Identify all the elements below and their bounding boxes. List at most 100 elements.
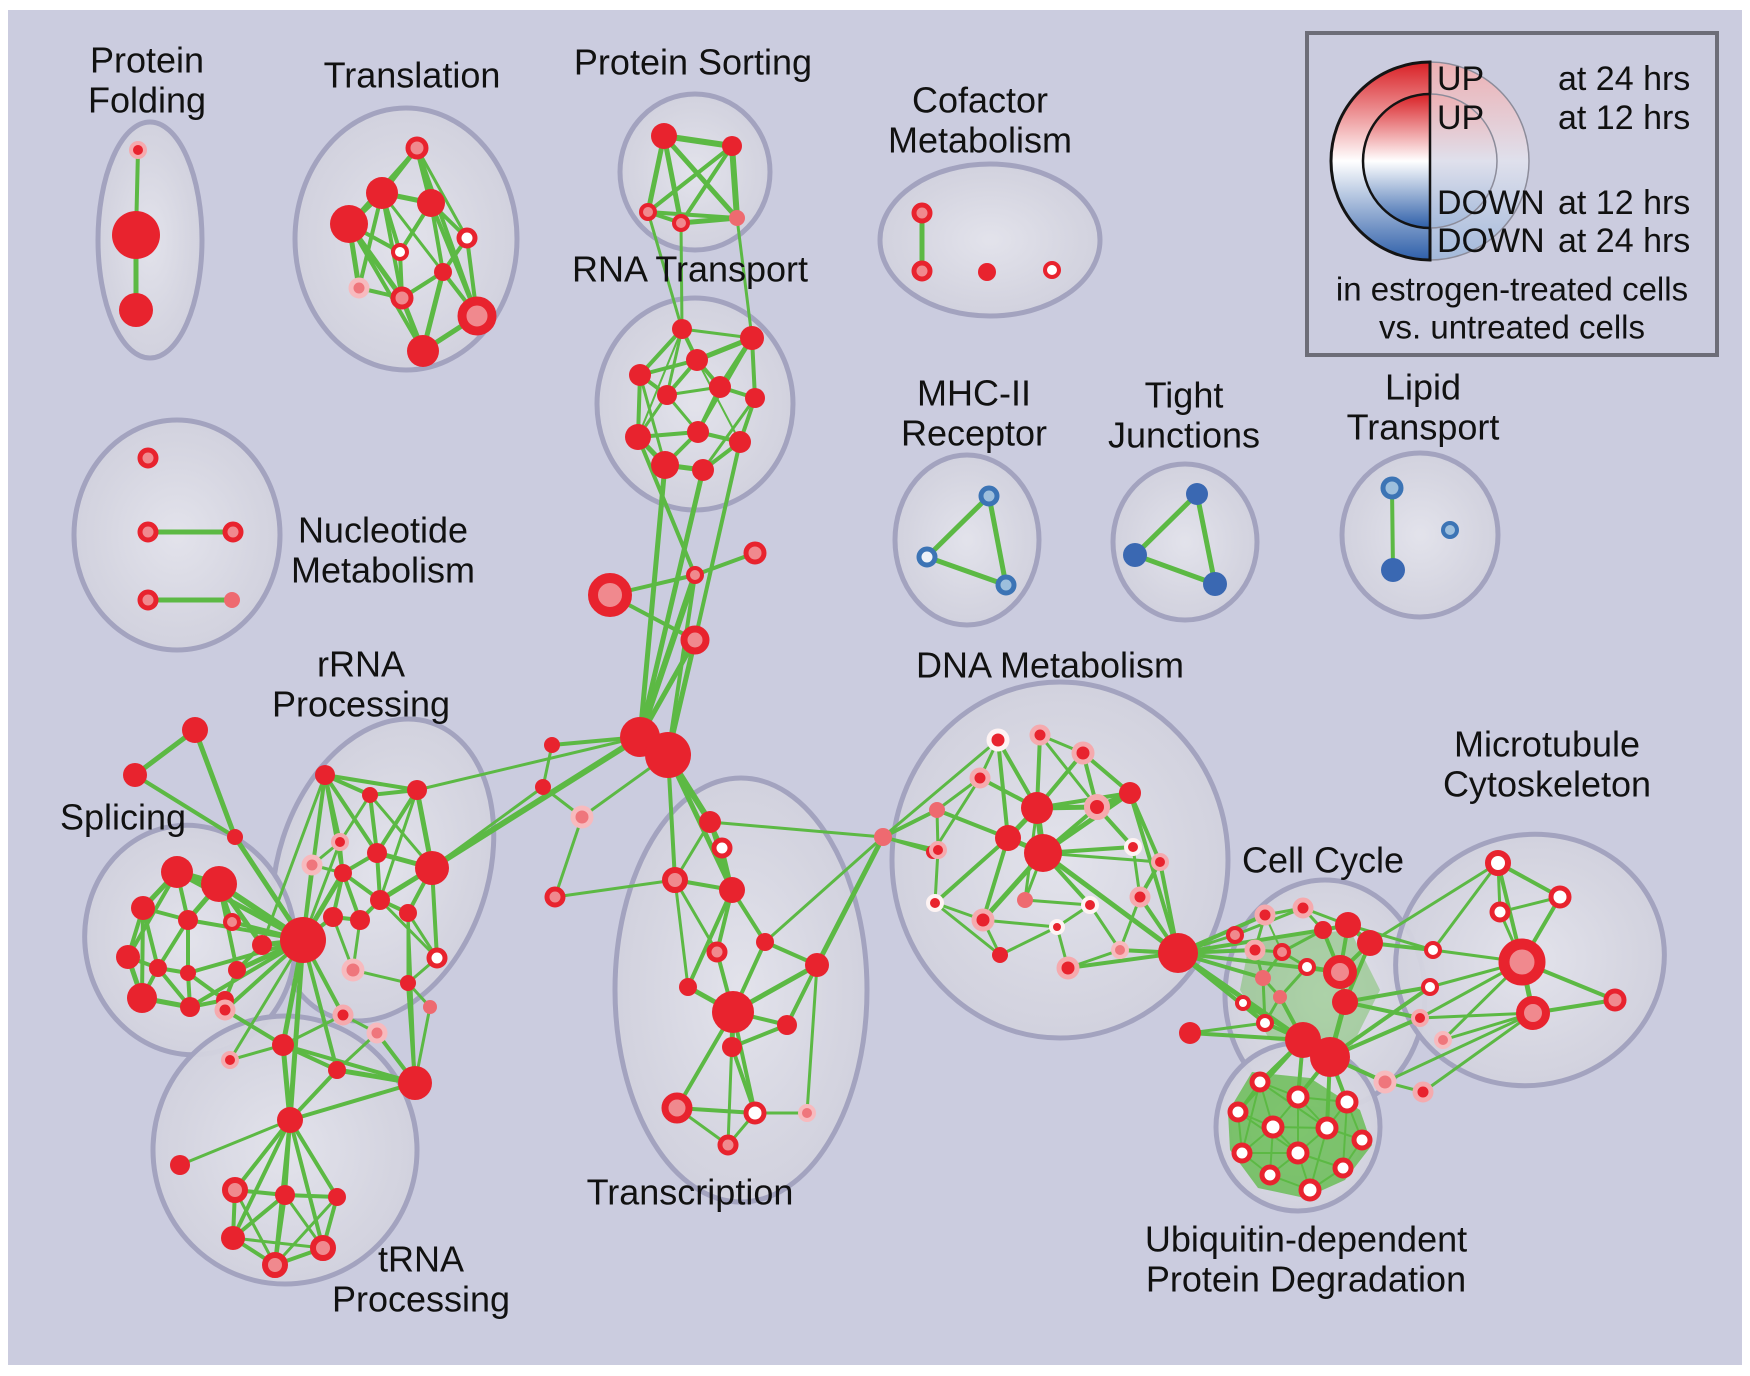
- gene-node: [1381, 558, 1405, 582]
- gene-node: [978, 263, 996, 281]
- edge: [347, 222, 425, 353]
- gene-node: [1273, 990, 1287, 1004]
- gene-node: [722, 136, 742, 156]
- gene-node: [223, 913, 241, 931]
- edge: [637, 328, 683, 438]
- edge: [881, 808, 939, 839]
- gene-node: [367, 843, 387, 863]
- gene-node: [341, 958, 365, 982]
- gene-node: [651, 451, 679, 479]
- edge: [881, 738, 1000, 839]
- edge: [192, 727, 238, 840]
- gene-node: [275, 1185, 295, 1205]
- gene-node: [331, 833, 349, 851]
- gene-node: [969, 767, 991, 789]
- gene-node: [137, 447, 159, 469]
- gene-node: [743, 541, 767, 565]
- gene-node: [1421, 978, 1439, 996]
- gene-node: [1056, 956, 1080, 980]
- edge: [1343, 985, 1432, 1004]
- gene-node: [711, 837, 733, 859]
- gene-node: [1441, 521, 1459, 539]
- edge: [933, 901, 1002, 957]
- gene-node: [123, 763, 147, 787]
- edge: [679, 144, 734, 225]
- edge: [553, 878, 677, 899]
- gene-node: [1298, 1178, 1322, 1202]
- legend-direction-label: DOWN: [1437, 222, 1545, 260]
- legend-direction-label: DOWN: [1437, 184, 1545, 222]
- gene-node: [1603, 988, 1627, 1012]
- gene-node: [1261, 1115, 1285, 1139]
- edge: [1390, 486, 1395, 572]
- edge: [288, 1118, 325, 1250]
- network-nodes: [112, 123, 1627, 1278]
- gene-node: [1314, 921, 1332, 939]
- gene-node: [407, 335, 439, 367]
- gene-node: [405, 136, 429, 160]
- cluster-bubble-mhc-ii-receptor: [892, 452, 1042, 628]
- gene-node: [457, 296, 497, 336]
- edge: [924, 554, 1009, 588]
- gene-node: [1498, 938, 1546, 986]
- gene-node: [407, 780, 427, 800]
- edge: [406, 911, 417, 1085]
- gene-node: [129, 141, 147, 159]
- gene-node: [170, 1155, 190, 1175]
- edge: [637, 467, 706, 740]
- legend-caption: in estrogen-treated cells: [1336, 271, 1688, 308]
- cluster-label-ubiquitin-degradation: Ubiquitin-dependent: [1145, 1219, 1467, 1260]
- gene-node: [221, 1051, 239, 1069]
- gene-node: [1124, 838, 1142, 856]
- cluster-bubble-cofactor-metabolism: [877, 161, 1103, 319]
- gene-node: [1111, 941, 1129, 959]
- edge: [998, 925, 1059, 957]
- gene-node: [178, 910, 198, 930]
- legend-direction-label: UP: [1437, 60, 1484, 98]
- gene-node: [1380, 476, 1404, 500]
- gene-node: [131, 896, 155, 920]
- gene-node: [679, 978, 697, 996]
- cluster-label-mhc-ii-receptor: Receptor: [901, 413, 1047, 454]
- gene-node: [1292, 897, 1314, 919]
- gene-node: [1332, 1157, 1354, 1179]
- edge: [729, 143, 740, 221]
- edge: [735, 216, 754, 340]
- edge: [1421, 1011, 1535, 1094]
- gene-node: [1310, 1037, 1350, 1077]
- gene-node: [929, 802, 945, 818]
- gene-node: [672, 214, 690, 232]
- gene-node: [692, 459, 714, 481]
- gene-node: [1489, 901, 1511, 923]
- gene-node: [1049, 919, 1065, 935]
- edge: [986, 493, 1009, 588]
- edge: [931, 776, 982, 854]
- gene-node: [119, 293, 153, 327]
- gene-node: [1254, 904, 1276, 926]
- gene-node: [1516, 996, 1550, 1030]
- gene-node: [137, 589, 159, 611]
- gene-node: [1357, 930, 1383, 956]
- cluster-label-rna-transport: RNA Transport: [572, 249, 808, 290]
- edge: [1128, 791, 1180, 955]
- edge: [924, 493, 992, 560]
- edge: [415, 735, 642, 792]
- edge: [228, 938, 305, 1062]
- edge: [805, 963, 819, 1115]
- cluster-label-transcription: Transcription: [587, 1172, 794, 1213]
- gene-node: [277, 1107, 303, 1133]
- edge: [708, 820, 885, 839]
- edge: [637, 572, 698, 740]
- gene-node: [1373, 1070, 1397, 1094]
- legend-time-label: at 12 hrs: [1558, 184, 1690, 222]
- gene-node: [544, 737, 560, 753]
- edge: [375, 788, 419, 855]
- gene-node: [161, 856, 193, 888]
- gene-node: [362, 787, 378, 803]
- edge: [323, 773, 419, 792]
- gene-node: [1485, 850, 1511, 876]
- edge: [679, 221, 684, 331]
- gene-node: [1256, 1014, 1274, 1032]
- edge: [1132, 552, 1218, 587]
